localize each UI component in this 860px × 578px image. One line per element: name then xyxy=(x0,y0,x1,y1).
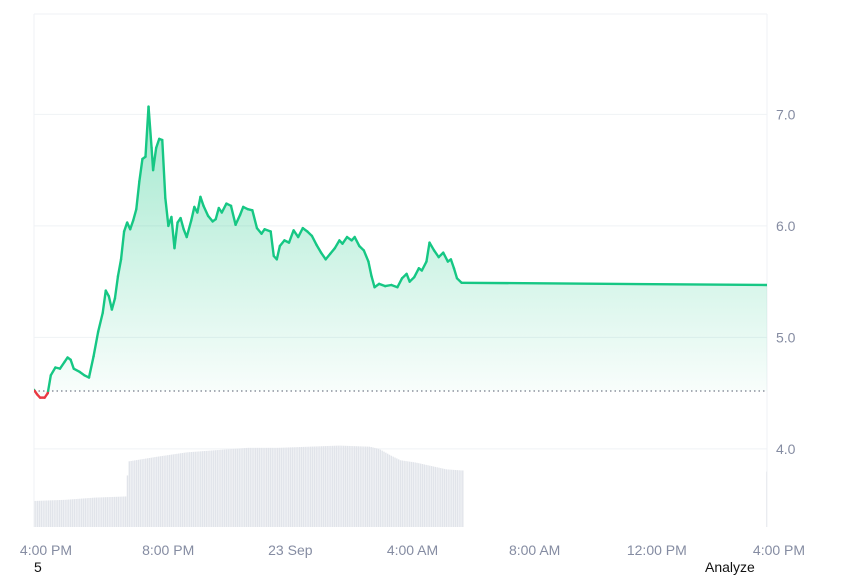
x-tick-label: 4:00 AM xyxy=(387,542,438,558)
x-tick-label: 4:00 PM xyxy=(753,542,805,558)
x-tick-label: 8:00 AM xyxy=(509,542,560,558)
price-area xyxy=(34,107,767,398)
y-tick-label: 4.0 xyxy=(776,441,796,457)
y-tick-label: 5.0 xyxy=(776,329,796,345)
x-tick-label: 23 Sep xyxy=(268,542,313,558)
x-tick-label: 12:00 PM xyxy=(627,542,687,558)
x-tick-label: 8:00 PM xyxy=(142,542,194,558)
y-tick-label: 7.0 xyxy=(776,106,796,122)
x-tick-label: 4:00 PM xyxy=(20,542,72,558)
y-tick-label: 6.0 xyxy=(776,218,796,234)
